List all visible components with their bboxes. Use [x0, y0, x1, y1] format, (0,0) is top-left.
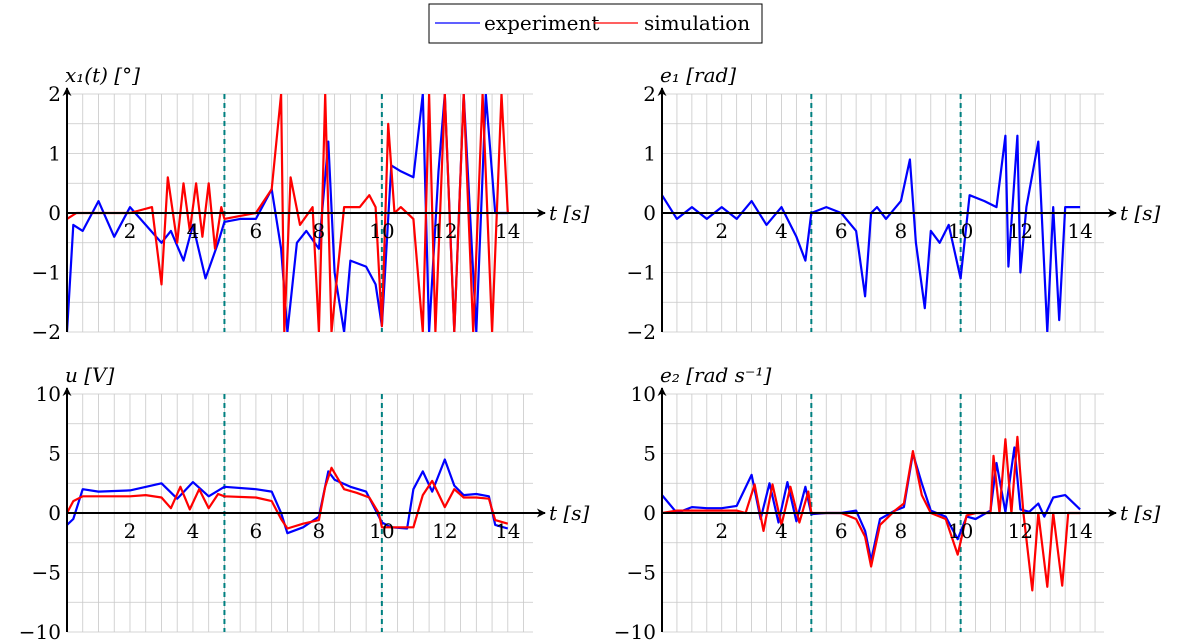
y-axis-label: u [V] — [65, 363, 114, 387]
y-axis-label: e₂ [rad s⁻¹] — [660, 363, 771, 387]
x-tick-label: 4 — [775, 219, 788, 243]
series-group — [662, 134, 1081, 332]
y-tick-label: −2 — [627, 320, 656, 344]
x-tick-label: 12 — [1008, 519, 1033, 543]
x-tick-label: 10 — [369, 519, 394, 543]
x-tick-label: 8 — [313, 519, 326, 543]
x-tick-label: 8 — [313, 219, 326, 243]
x-tick-label: 6 — [835, 519, 848, 543]
y-tick-label: 5 — [643, 442, 656, 466]
y-tick-label: 1 — [643, 142, 656, 166]
legend-label-simulation: simulation — [644, 11, 750, 35]
y-tick-label: 10 — [36, 382, 61, 406]
y-axis-label: x₁(t) [°] — [65, 63, 140, 87]
x-tick-label: 2 — [124, 219, 137, 243]
y-tick-label: 5 — [48, 442, 61, 466]
legend-label-experiment: experiment — [484, 11, 599, 35]
legend: experiment simulation — [428, 3, 763, 44]
y-tick-label: 0 — [643, 201, 656, 225]
x-tick-label: 14 — [1067, 219, 1092, 243]
y-tick-label: −5 — [32, 561, 61, 585]
y-tick-label: 0 — [48, 501, 61, 525]
x-axis-label: t [s] — [549, 201, 589, 225]
y-tick-label: 0 — [643, 501, 656, 525]
y-tick-label: −10 — [19, 620, 61, 641]
x-tick-label: 10 — [369, 219, 394, 243]
x-tick-label: 10 — [948, 219, 973, 243]
y-tick-label: −5 — [627, 561, 656, 585]
series-experiment — [662, 134, 1081, 332]
x-tick-label: 8 — [895, 219, 908, 243]
x-tick-label: 6 — [250, 519, 263, 543]
y-tick-label: 2 — [48, 82, 61, 106]
y-tick-label: 1 — [48, 142, 61, 166]
x-tick-label: 4 — [187, 519, 200, 543]
x-tick-label: 6 — [835, 219, 848, 243]
x-axis-label: t [s] — [549, 501, 589, 525]
x-tick-label: 4 — [775, 519, 788, 543]
x-tick-label: 2 — [715, 519, 728, 543]
y-tick-label: −1 — [32, 261, 61, 285]
x-tick-label: 12 — [432, 219, 457, 243]
x-tick-label: 14 — [495, 219, 520, 243]
x-tick-label: 14 — [1067, 519, 1092, 543]
x-axis-label: t [s] — [1120, 501, 1160, 525]
x-axis-label: t [s] — [1120, 201, 1160, 225]
y-axis-label: e₁ [rad] — [660, 63, 736, 87]
y-tick-label: 2 — [643, 82, 656, 106]
series-experiment — [67, 458, 509, 535]
x-tick-label: 10 — [948, 519, 973, 543]
y-tick-label: 10 — [631, 382, 656, 406]
y-tick-label: −10 — [614, 620, 656, 641]
y-tick-label: −1 — [627, 261, 656, 285]
x-tick-label: 14 — [495, 519, 520, 543]
panel-e2: 2 4 6 8 10 12 14 10 5 0 −5 −10 e₂ [rad s⁻¹] t [s] — [614, 363, 1161, 641]
panel-u: 2 4 6 8 10 12 14 10 5 0 −5 −10 u [V] t [s] — [19, 363, 590, 641]
x-tick-label: 12 — [432, 519, 457, 543]
x-tick-label: 4 — [187, 219, 200, 243]
y-tick-label: −2 — [32, 320, 61, 344]
x-tick-label: 2 — [124, 519, 137, 543]
series-simulation — [67, 466, 509, 530]
x-tick-label: 8 — [895, 519, 908, 543]
x-tick-label: 2 — [715, 219, 728, 243]
y-tick-label: 0 — [48, 201, 61, 225]
series-group — [67, 458, 509, 535]
series-experiment — [67, 94, 508, 332]
x-tick-label: 6 — [250, 219, 263, 243]
x-tick-label: 12 — [1008, 219, 1033, 243]
